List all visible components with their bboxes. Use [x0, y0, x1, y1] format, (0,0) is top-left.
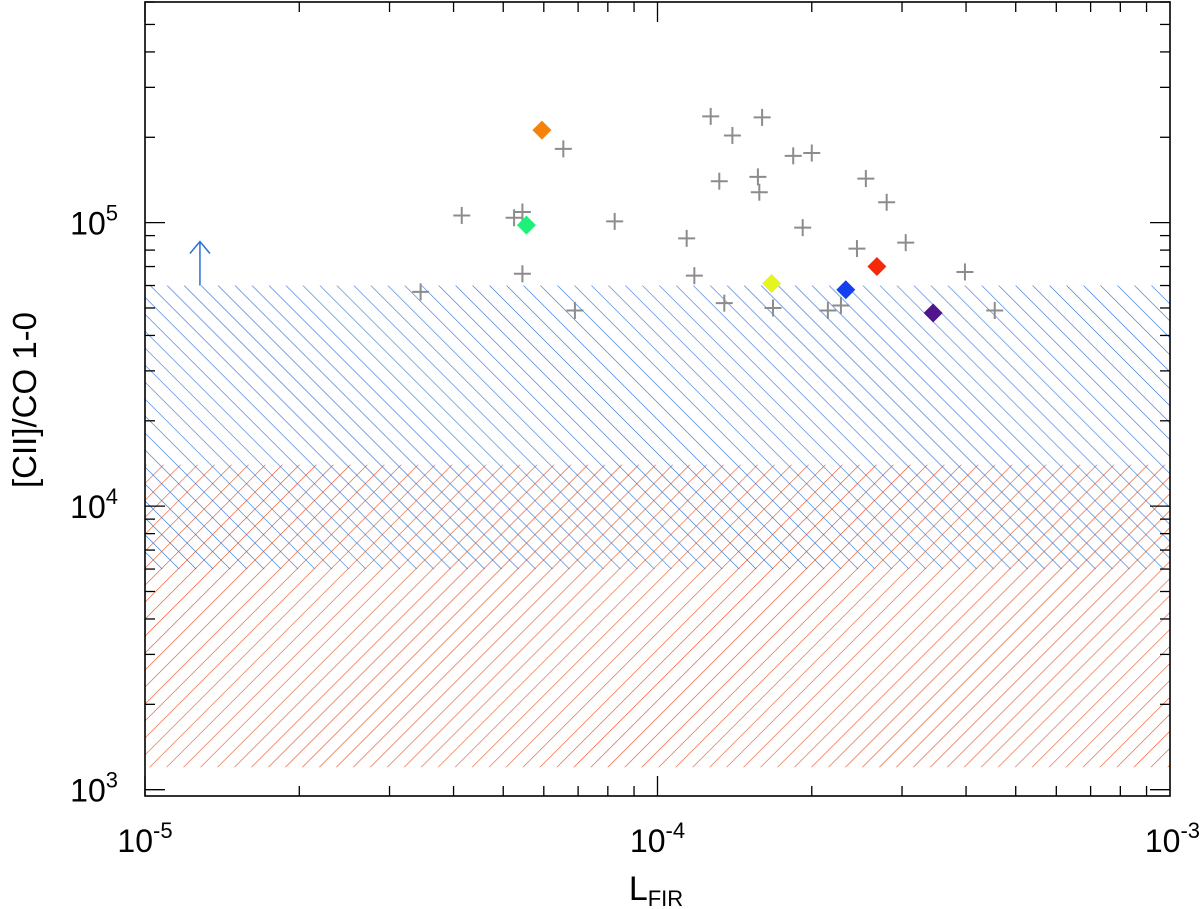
y-tick-label: 104 — [70, 484, 118, 525]
plus-marker-11 — [702, 107, 720, 125]
diamond-marker-6 — [923, 303, 943, 323]
plus-marker-16 — [750, 183, 768, 201]
plus-marker-29 — [986, 301, 1004, 319]
blue-hatched-range — [145, 285, 1170, 570]
plus-marker-15 — [749, 168, 767, 186]
plus-marker-28 — [956, 263, 974, 281]
plus-marker-1 — [412, 283, 430, 301]
data-marks — [189, 107, 1004, 323]
y-tick-label: 103 — [70, 768, 118, 809]
y-tick-label: 105 — [70, 201, 118, 242]
plus-marker-20 — [794, 219, 812, 237]
diamond-marker-2 — [516, 215, 536, 235]
plus-marker-7 — [566, 301, 584, 319]
x-axis-label: LFIR — [629, 870, 683, 909]
plus-marker-13 — [715, 294, 733, 312]
plus-marker-12 — [710, 172, 728, 190]
x-tick-label: 10-3 — [1145, 818, 1200, 859]
plus-marker-21 — [803, 144, 821, 162]
x-tick-label: 10-5 — [117, 818, 172, 859]
hatched-bands — [145, 285, 1170, 768]
plus-marker-2 — [453, 206, 471, 224]
plus-marker-23 — [832, 297, 850, 315]
plus-marker-22 — [819, 301, 837, 319]
x-tick-label: 10-4 — [630, 818, 685, 859]
axes: 10-5 10-4 10-3 103 104 105 — [70, 1, 1200, 859]
plus-marker-17 — [753, 108, 771, 126]
diamond-marker-3 — [762, 273, 782, 293]
plus-marker-18 — [764, 299, 782, 317]
axis-labels: LFIR [CII]/CO 1-0 — [6, 312, 683, 909]
y-axis-label: [CII]/CO 1-0 — [6, 312, 43, 488]
plus-marker-25 — [857, 170, 875, 188]
plus-marker-14 — [723, 126, 741, 144]
diamond-marker-5 — [867, 257, 887, 277]
plus-marker-4 — [513, 203, 531, 221]
plus-marker-5 — [513, 265, 531, 283]
plus-marker-19 — [784, 147, 802, 165]
plus-marker-9 — [678, 229, 696, 247]
plus-marker-24 — [848, 240, 866, 258]
plus-marker-27 — [897, 234, 915, 252]
plus-marker-6 — [554, 140, 572, 158]
plus-marker-10 — [685, 267, 703, 285]
plus-marker-26 — [878, 193, 896, 211]
plus-marker-8 — [606, 212, 624, 230]
lower-limit-arrow — [189, 240, 211, 286]
diamond-marker-1 — [532, 120, 552, 140]
diamond-marker-4 — [836, 280, 856, 300]
